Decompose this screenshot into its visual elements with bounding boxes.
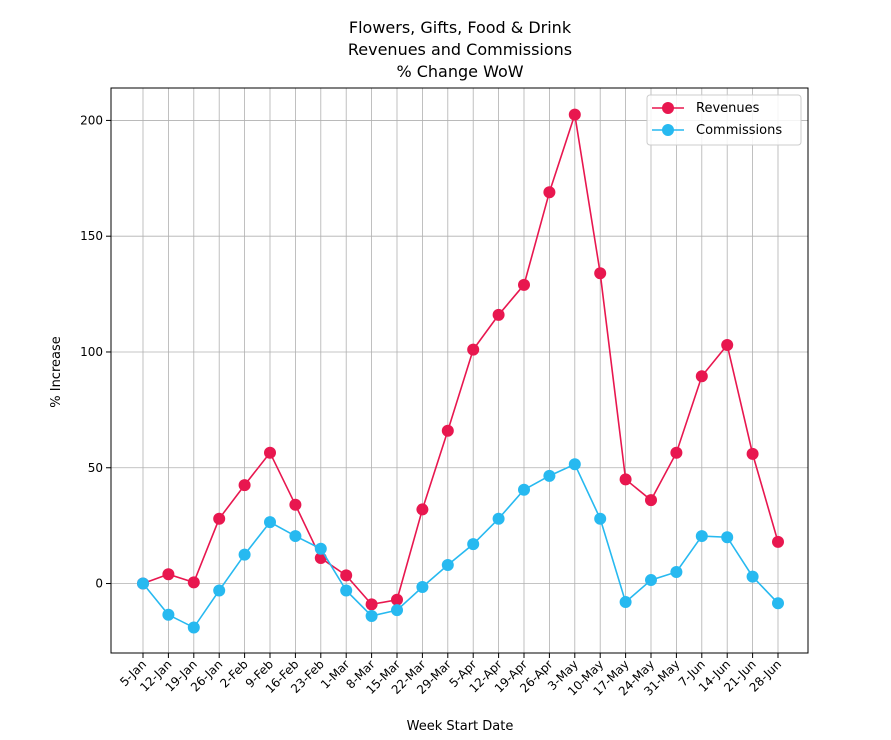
commissions-point	[289, 530, 302, 543]
y-tick-label: 0	[95, 577, 103, 591]
revenues-point	[645, 494, 657, 507]
commissions-point	[568, 458, 581, 471]
commissions-point	[137, 577, 149, 590]
legend-revenues-label: Revenues	[696, 101, 760, 116]
revenues-line	[142, 114, 779, 606]
commissions-point	[441, 559, 454, 572]
legend-commissions-label: Commissions	[696, 123, 782, 138]
commissions-point	[594, 512, 607, 525]
commissions-point	[619, 596, 632, 609]
commissions-point	[772, 597, 784, 610]
revenues-point	[721, 339, 734, 352]
revenues-point	[289, 498, 302, 511]
commissions-point	[492, 512, 505, 525]
revenues-point	[441, 424, 454, 437]
revenues-point	[162, 568, 175, 581]
commissions-point	[645, 574, 657, 587]
revenues-point	[746, 447, 759, 460]
commissions-point	[518, 483, 530, 496]
y-tick-label: 200	[80, 113, 103, 127]
chart-title-line-1: Flowers, Gifts, Food & Drink	[349, 18, 572, 37]
revenues-point	[543, 186, 556, 199]
revenues-point	[619, 473, 632, 486]
revenues-point	[187, 576, 200, 589]
revenues-point	[492, 308, 505, 321]
x-tick-label: 2-Feb	[217, 657, 250, 690]
legend-revenues-marker	[662, 102, 674, 114]
revenues-point	[264, 446, 276, 459]
commissions-point	[416, 581, 429, 594]
commissions-point	[543, 469, 556, 482]
commissions-point	[746, 570, 759, 583]
y-tick-label: 100	[80, 345, 103, 359]
commissions-point	[391, 604, 403, 617]
commissions-point	[670, 565, 683, 578]
y-tick-label: 150	[80, 229, 103, 243]
plot-area	[110, 87, 809, 654]
commissions-line	[142, 463, 779, 629]
commissions-point	[314, 542, 327, 555]
legend-commissions-marker	[662, 124, 674, 136]
series-lines	[137, 108, 784, 634]
revenues-point	[518, 278, 530, 291]
revenues-point	[416, 503, 429, 516]
x-axis-label: Week Start Date	[407, 719, 514, 734]
chart-title-line-3: % Change WoW	[396, 62, 523, 81]
revenues-point	[365, 598, 378, 611]
commissions-point	[162, 608, 175, 621]
commissions-point	[340, 584, 353, 597]
commissions-point	[187, 621, 200, 634]
legend: Revenues Commissions	[646, 94, 802, 146]
revenues-point	[594, 267, 607, 280]
axis-ticks: 5-Jan12-Jan19-Jan26-Jan2-Feb9-Feb16-Feb2…	[80, 113, 784, 698]
commissions-point	[238, 548, 251, 561]
commissions-point	[365, 609, 378, 622]
legend-box	[646, 94, 802, 146]
revenues-point	[467, 343, 480, 356]
commissions-point	[721, 531, 734, 544]
commissions-point	[264, 516, 276, 529]
revenues-point	[238, 479, 251, 492]
revenues-point	[391, 593, 403, 606]
y-tick-label: 50	[88, 461, 103, 475]
grid-lines	[111, 88, 808, 653]
revenues-point	[695, 370, 708, 383]
commissions-point	[695, 530, 708, 543]
revenues-point	[213, 512, 226, 525]
chart-title-line-2: Revenues and Commissions	[348, 40, 572, 59]
y-axis-label: % Increase	[49, 336, 64, 408]
revenues-point	[568, 108, 581, 121]
revenues-point	[340, 569, 353, 582]
revenues-point	[772, 535, 784, 548]
revenues-point	[670, 446, 683, 459]
commissions-point	[467, 538, 480, 551]
commissions-point	[213, 584, 226, 597]
